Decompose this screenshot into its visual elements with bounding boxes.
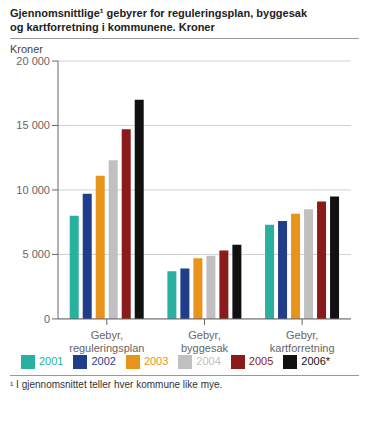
svg-text:10 000: 10 000 — [16, 184, 50, 196]
html-text:2004: 2004 — [196, 354, 221, 367]
svg-text:20 000: 20 000 — [16, 55, 50, 67]
html-text:¹ I gjennomsnittet teller hver: ¹ I gjennomsnittet teller hver kommune l… — [10, 379, 223, 390]
svg-text:15 000: 15 000 — [16, 119, 50, 131]
svg-text:0: 0 — [44, 313, 50, 325]
svg-text:Gebyr,reguleringsplan: Gebyr,reguleringsplan — [69, 329, 144, 354]
html-text:2001: 2001 — [38, 354, 64, 367]
svg-text:Gebyr,kartforretning: Gebyr,kartforretning — [270, 329, 335, 354]
html-text:Kroner: Kroner — [10, 43, 43, 55]
html-text:2002: 2002 — [91, 354, 116, 367]
svg-text:5 000: 5 000 — [22, 248, 50, 260]
html-text:Gjennomsnittlige¹ gebyrer for: Gjennomsnittlige¹ gebyrer for regulering… — [10, 7, 308, 33]
html-text:2003: 2003 — [143, 354, 169, 367]
html-text:2006*: 2006* — [301, 354, 331, 367]
html-text:2005: 2005 — [248, 354, 274, 367]
svg-text:Gebyr,byggesak: Gebyr,byggesak — [181, 329, 229, 354]
